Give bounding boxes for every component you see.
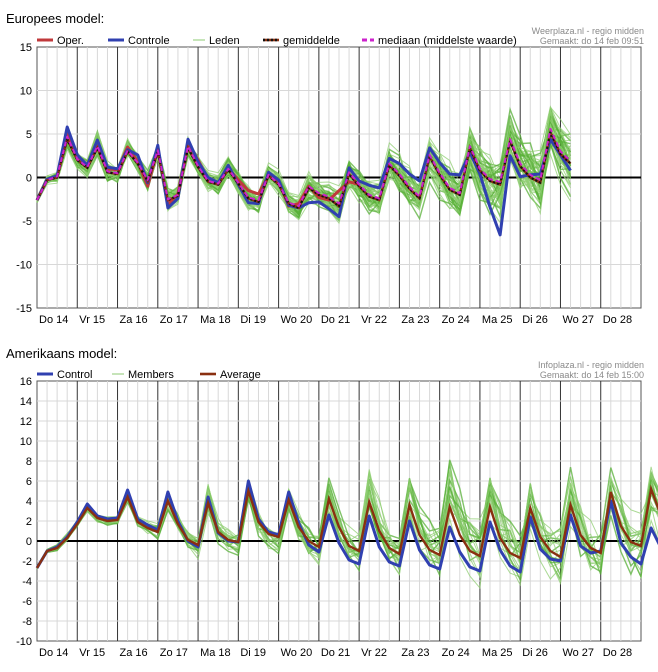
member-line [36, 470, 658, 571]
legend-label-mean: gemiddelde [283, 35, 340, 47]
x-tick-label: Wo 20 [281, 314, 313, 326]
y-tick-label: 14 [20, 396, 32, 408]
legend-label-mean: Average [220, 369, 261, 381]
y-tick-label: 15 [20, 42, 32, 54]
legend-label-members: Leden [209, 35, 240, 47]
x-tick-label: Zo 24 [442, 647, 470, 659]
member-line [36, 482, 658, 575]
member-line [36, 472, 658, 579]
member-line [36, 469, 658, 583]
member-line [36, 466, 658, 567]
x-tick-label: Ma 18 [200, 314, 231, 326]
member-line [36, 483, 658, 573]
x-tick-label: Ma 25 [482, 647, 513, 659]
member-line [36, 479, 658, 582]
chart-title-amerikaans: Amerikaans model: [6, 346, 118, 361]
member-line [36, 459, 658, 583]
y-tick-label: 5 [26, 129, 32, 141]
x-tick-label: Do 14 [39, 314, 68, 326]
source-text-amerikaans: Infoplaza.nl - regio midden [537, 360, 644, 370]
legend-label-control: Control [57, 369, 92, 381]
legend-label-median: mediaan (middelste waarde) [378, 35, 517, 47]
member-line [36, 489, 658, 590]
y-tick-label: -8 [22, 616, 32, 628]
x-tick-label: Ma 25 [482, 314, 513, 326]
x-tick-label: Za 23 [401, 314, 429, 326]
x-tick-label: Vr 22 [361, 647, 387, 659]
chart-title-europees: Europees model: [6, 11, 105, 26]
x-tick-label: Zo 24 [442, 314, 470, 326]
y-tick-label: -15 [16, 303, 32, 315]
x-tick-label: Do 21 [321, 314, 350, 326]
y-tick-label: 6 [26, 476, 32, 488]
made-text-europees: Gemaakt: do 14 feb 09:51 [539, 36, 644, 46]
x-tick-label: Di 26 [522, 647, 548, 659]
series-line-mean [37, 489, 658, 568]
legend-label-oper: Oper. [57, 35, 84, 47]
chart-source-europees: Weerplaza.nl - regio midden Gemaakt: do … [532, 26, 644, 46]
member-line [36, 472, 658, 568]
y-tick-label: -10 [16, 636, 32, 648]
legend-label-control: Controle [128, 35, 170, 47]
x-tick-label: Zo 17 [160, 314, 188, 326]
x-tick-label: Vr 15 [79, 314, 105, 326]
chart-europees: -15 -10 -5 0 5 10 15 Do 14 Vr 15 Za 16 Zo 17 Ma 18 D… [16, 35, 642, 326]
member-line [36, 474, 658, 578]
x-tick-label: Di 26 [522, 314, 548, 326]
x-tick-label: Wo 27 [562, 314, 594, 326]
plot-area [36, 380, 642, 642]
y-tick-label: -10 [16, 260, 32, 272]
x-tick-label: Do 28 [603, 647, 632, 659]
x-tick-label: Di 19 [240, 314, 266, 326]
series-line-median [36, 127, 572, 208]
y-tick-label: 12 [20, 416, 32, 428]
member-line [36, 470, 658, 586]
y-tick-label: 0 [26, 173, 32, 185]
x-tick-label: Ma 18 [200, 647, 231, 659]
legend-label-members: Members [128, 369, 174, 381]
x-tick-label: Zo 17 [160, 647, 188, 659]
x-tick-label: Vr 15 [79, 647, 105, 659]
y-tick-label: -4 [22, 576, 32, 588]
member-line [36, 111, 571, 210]
y-tick-label: -2 [22, 556, 32, 568]
member-line [36, 471, 658, 577]
x-tick-label: Do 28 [603, 314, 632, 326]
member-line [36, 477, 658, 580]
member-line [36, 463, 658, 569]
y-tick-label: -6 [22, 596, 32, 608]
x-tick-label: Za 16 [120, 647, 148, 659]
x-tick-label: Vr 22 [361, 314, 387, 326]
y-tick-label: -5 [22, 216, 32, 228]
series-line-mean-underlay [35, 484, 658, 569]
x-tick-label: Wo 20 [281, 647, 313, 659]
made-text-amerikaans: Gemaakt: do 14 feb 15:00 [539, 370, 644, 380]
x-tick-label: Za 16 [120, 314, 148, 326]
x-tick-label: Za 23 [401, 647, 429, 659]
series-line-control [35, 479, 658, 574]
source-text-europees: Weerplaza.nl - regio midden [531, 26, 644, 36]
member-line [36, 473, 658, 578]
y-tick-label: 16 [20, 376, 32, 388]
y-tick-label: 10 [20, 436, 32, 448]
x-tick-label: Wo 27 [562, 647, 594, 659]
member-line [36, 479, 658, 571]
y-tick-label: 10 [20, 86, 32, 98]
member-line [36, 473, 658, 577]
y-tick-label: 2 [26, 516, 32, 528]
x-tick-label: Do 14 [39, 647, 68, 659]
member-line [36, 466, 658, 578]
member-line [36, 460, 658, 573]
y-tick-label: 0 [26, 536, 32, 548]
x-tick-label: Di 19 [240, 647, 266, 659]
y-tick-label: 8 [26, 456, 32, 468]
chart-source-amerikaans: Infoplaza.nl - regio midden Gemaakt: do … [538, 360, 644, 380]
y-tick-label: 4 [26, 496, 32, 508]
x-tick-label: Do 21 [321, 647, 350, 659]
